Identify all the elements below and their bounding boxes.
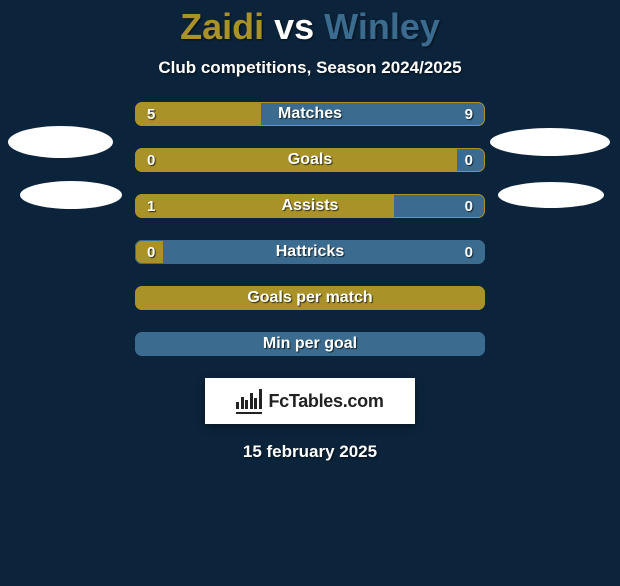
bar-label: Hattricks [135,240,485,264]
bar-label: Matches [135,102,485,126]
stat-row-matches: 59Matches [135,102,485,126]
brand-logo-icon [236,389,262,414]
subtitle: Club competitions, Season 2024/2025 [0,58,620,78]
page-title: Zaidi vs Winley [0,6,620,48]
side-ellipse-0 [8,126,113,158]
stat-row-goals: 00Goals [135,148,485,172]
brand-name: FcTables.com [268,391,383,412]
side-ellipse-2 [490,128,610,156]
stat-row-min-per-goal: Min per goal [135,332,485,356]
bar-label: Goals per match [135,286,485,310]
side-ellipse-3 [498,182,604,208]
footer-brand-box[interactable]: FcTables.com [205,378,415,424]
title-right: Winley [324,6,440,47]
stat-row-goals-per-match: Goals per match [135,286,485,310]
stat-row-assists: 10Assists [135,194,485,218]
bar-label: Assists [135,194,485,218]
stat-row-hattricks: 00Hattricks [135,240,485,264]
side-ellipse-1 [20,181,122,209]
title-left: Zaidi [180,6,264,47]
bar-label: Min per goal [135,332,485,356]
date-label: 15 february 2025 [0,442,620,462]
bar-label: Goals [135,148,485,172]
title-vs: vs [264,6,324,47]
